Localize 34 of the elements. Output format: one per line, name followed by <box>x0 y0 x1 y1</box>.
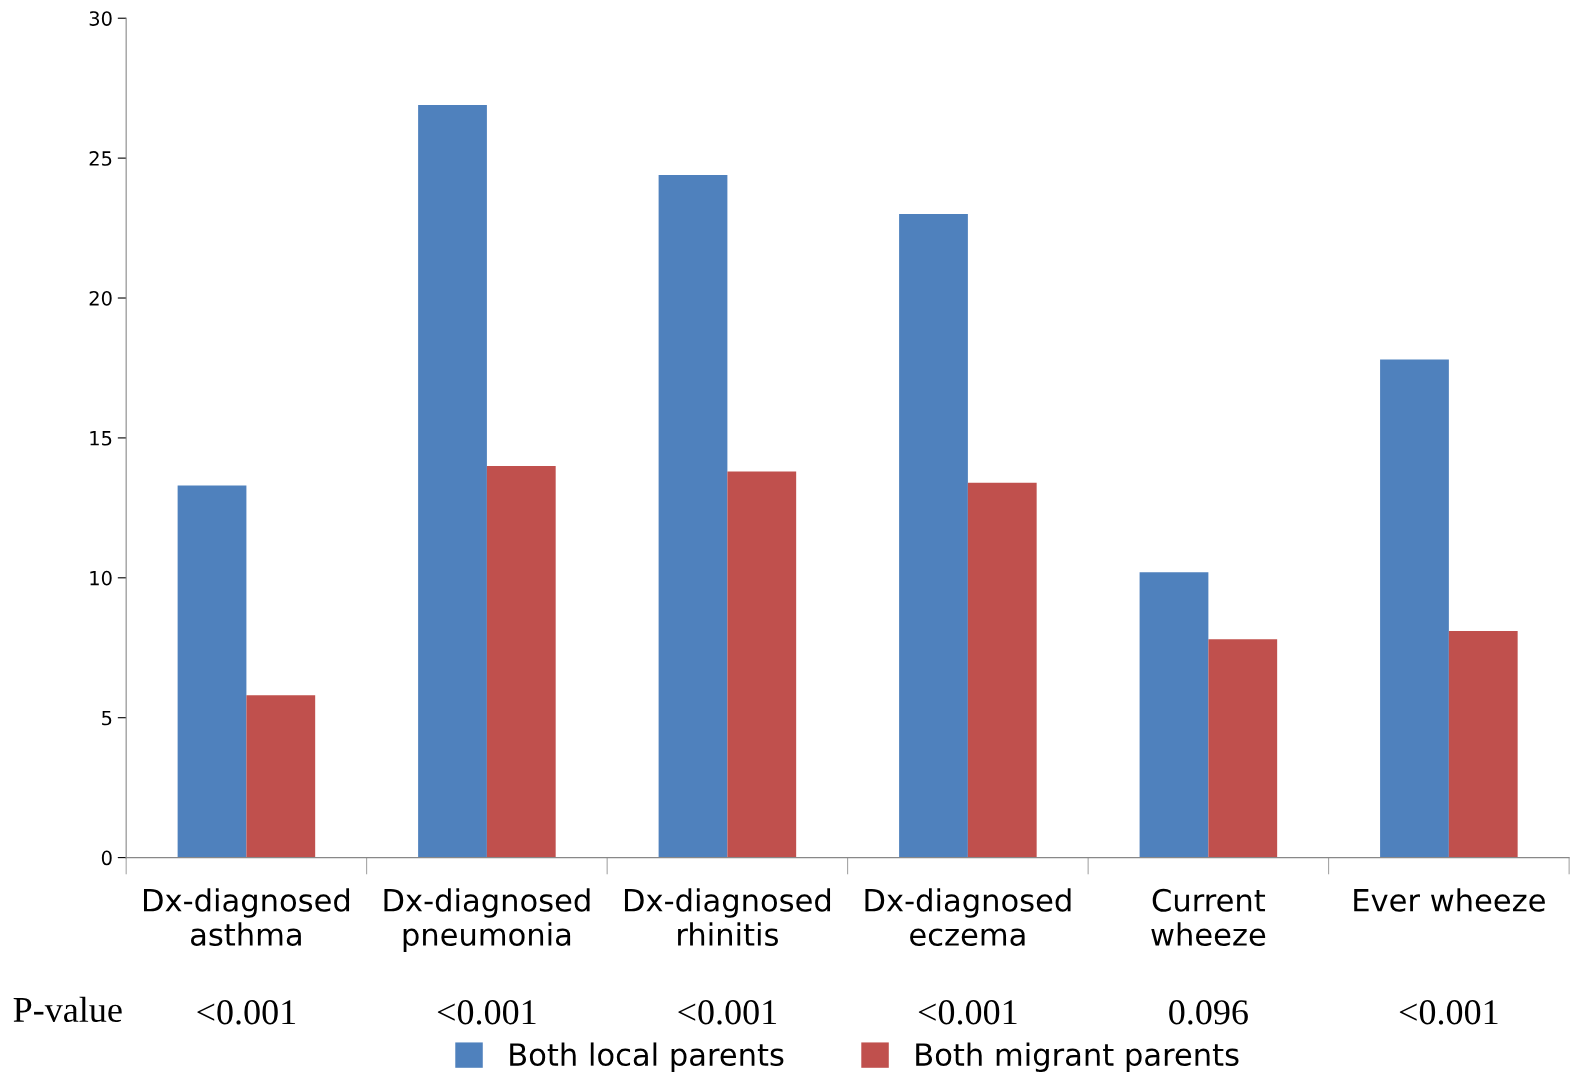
bar <box>1139 572 1209 858</box>
bar <box>967 482 1037 858</box>
bar <box>727 471 797 858</box>
x-tick-label: Current wheeze <box>1151 888 1266 947</box>
x-tick-label: Dx-diagnosed asthma <box>143 888 350 947</box>
y-tick-label: 30 <box>89 11 112 26</box>
bar <box>246 695 316 858</box>
text: <0.001 <box>437 1000 536 1025</box>
text: <0.001 <box>197 1000 296 1025</box>
x-tick-label: Dx-diagnosed pneumonia <box>384 888 590 952</box>
y-tick-label: 20 <box>89 290 112 306</box>
bar <box>658 174 728 858</box>
y-tick-label: 0 <box>101 850 112 866</box>
y-tick-label: 10 <box>90 570 112 586</box>
text: P-value <box>13 996 122 1023</box>
bar <box>1448 630 1518 858</box>
y-tick-label: 15 <box>90 431 112 446</box>
bar <box>1380 359 1449 858</box>
legend-label: Both migrant parents <box>916 1042 1239 1072</box>
bar <box>899 214 968 858</box>
x-tick-label: Ever wheeze <box>1354 888 1545 912</box>
x-tick-label: Dx-diagnosed rhinitis <box>624 888 831 947</box>
text: <0.001 <box>678 1000 777 1025</box>
bar <box>177 485 247 858</box>
y-tick-label: 5 <box>102 710 112 726</box>
bar <box>418 104 487 858</box>
legend-label: Both local parents <box>510 1042 784 1072</box>
text: <0.001 <box>1399 1000 1498 1025</box>
y-tick-label: 25 <box>89 151 112 166</box>
x-tick-label: Dx-diagnosed eczema <box>865 888 1071 947</box>
bar <box>486 465 556 858</box>
bar <box>1208 639 1278 858</box>
text: 0.096 <box>1169 1000 1248 1025</box>
text: <0.001 <box>918 1000 1017 1025</box>
